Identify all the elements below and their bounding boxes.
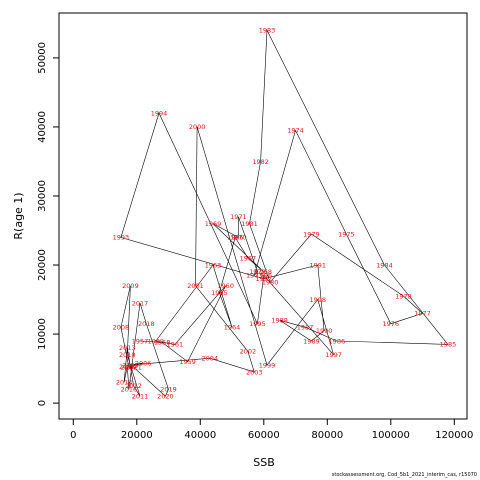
point-label-2017: 2017: [132, 299, 149, 307]
point-label-1962: 1962: [148, 337, 165, 345]
point-label-1990: 1990: [316, 327, 333, 335]
x-axis-title: SSB: [253, 456, 275, 469]
point-label-1991: 1991: [309, 261, 326, 269]
point-label-1985: 1985: [440, 341, 457, 349]
x-axis: 0 20000 40000 60000 80000 100000 120000: [70, 419, 473, 441]
point-label-2012: 2012: [125, 382, 142, 390]
point-label-1971: 1971: [230, 213, 247, 221]
point-label-1977: 1977: [414, 310, 431, 318]
point-label-1984: 1984: [376, 261, 393, 269]
point-label-2006: 2006: [135, 359, 152, 367]
point-label-1981: 1981: [241, 220, 258, 228]
credit-text: stockassessment.org, Cod_5b1_2021_interi…: [331, 472, 477, 478]
point-label-2001: 2001: [187, 282, 204, 290]
point-label-1979: 1979: [303, 230, 320, 238]
x-tick-label: 100000: [372, 430, 410, 441]
point-label-1963: 1963: [205, 261, 222, 269]
point-label-1958: 1958: [154, 339, 171, 347]
point-label-1976: 1976: [383, 320, 400, 328]
x-tick-label: 40000: [184, 430, 216, 441]
y-tick-label: 0: [37, 400, 48, 406]
point-labels: 1974 1975 1976 1977 1978 1979 1980 1981 1982 1983…: [113, 27, 457, 401]
point-label-1968: 1968: [256, 268, 273, 276]
point-label-1999: 1999: [259, 361, 276, 369]
point-label-2005: 2005: [122, 361, 139, 369]
point-label-2004: 2004: [202, 355, 219, 363]
y-tick-label: 50000: [37, 42, 48, 74]
x-tick-label: 60000: [248, 430, 280, 441]
point-label-1969: 1969: [205, 220, 222, 228]
point-label-2008: 2008: [113, 323, 130, 331]
point-label-1982: 1982: [252, 158, 269, 166]
point-label-1967: 1967: [240, 254, 257, 262]
point-label-1973: 1973: [246, 272, 263, 280]
point-label-1992: 1992: [256, 275, 273, 283]
point-label-2014: 2014: [116, 379, 133, 387]
x-tick-label: 20000: [121, 430, 153, 441]
point-label-1966: 1966: [227, 234, 244, 242]
point-label-1987: 1987: [297, 323, 314, 331]
x-tick-label: 80000: [311, 430, 343, 441]
point-label-2007: 2007: [121, 364, 138, 372]
point-label-1993: 1993: [113, 234, 130, 242]
x-tick-label: 120000: [435, 430, 473, 441]
point-label-2013: 2013: [119, 344, 136, 352]
point-label-2011: 2011: [132, 393, 149, 401]
point-label-1964: 1964: [224, 323, 241, 331]
point-label-2015: 2015: [119, 363, 136, 371]
point-label-1959: 1959: [179, 358, 196, 366]
point-label-1970: 1970: [230, 234, 247, 242]
y-tick-label: 20000: [37, 249, 48, 281]
point-label-2010: 2010: [119, 351, 136, 359]
point-label-1998: 1998: [309, 296, 326, 304]
x-tick-label: 0: [70, 430, 76, 441]
point-label-1983: 1983: [259, 27, 276, 35]
point-label-1988: 1988: [271, 317, 288, 325]
point-label-2021: 2021: [125, 364, 142, 372]
series-line: [120, 29, 449, 397]
plot-frame: [58, 12, 468, 420]
point-label-1989: 1989: [303, 337, 320, 345]
point-label-1972: 1972: [249, 268, 266, 276]
y-tick-label: 30000: [37, 180, 48, 212]
point-label-1996: 1996: [256, 272, 273, 280]
point-label-1986: 1986: [329, 337, 346, 345]
point-label-1960: 1960: [217, 282, 234, 290]
point-label-2000: 2000: [189, 123, 206, 131]
y-tick-label: 10000: [37, 318, 48, 350]
point-label-2019: 2019: [160, 386, 177, 394]
y-tick-label: 40000: [37, 111, 48, 143]
point-label-2016: 2016: [121, 386, 138, 394]
point-label-1994: 1994: [151, 109, 168, 117]
point-label-2002: 2002: [240, 348, 257, 356]
point-label-1974: 1974: [287, 127, 304, 135]
point-label-2009: 2009: [122, 282, 139, 290]
point-label-1980: 1980: [262, 279, 279, 287]
point-label-1975: 1975: [338, 230, 355, 238]
point-label-1978: 1978: [395, 292, 412, 300]
point-label-1961: 1961: [167, 341, 184, 349]
y-axis: 0 10000 20000 30000 40000 50000: [37, 42, 59, 406]
point-label-2003: 2003: [246, 368, 263, 376]
point-label-2020: 2020: [157, 393, 174, 401]
point-label-1965: 1965: [211, 289, 228, 297]
y-axis-title: R(age 1): [12, 192, 25, 239]
point-label-1957: 1957: [132, 337, 149, 345]
point-label-2018: 2018: [138, 320, 155, 328]
point-label-1995: 1995: [249, 320, 266, 328]
point-label-1997: 1997: [325, 351, 342, 359]
